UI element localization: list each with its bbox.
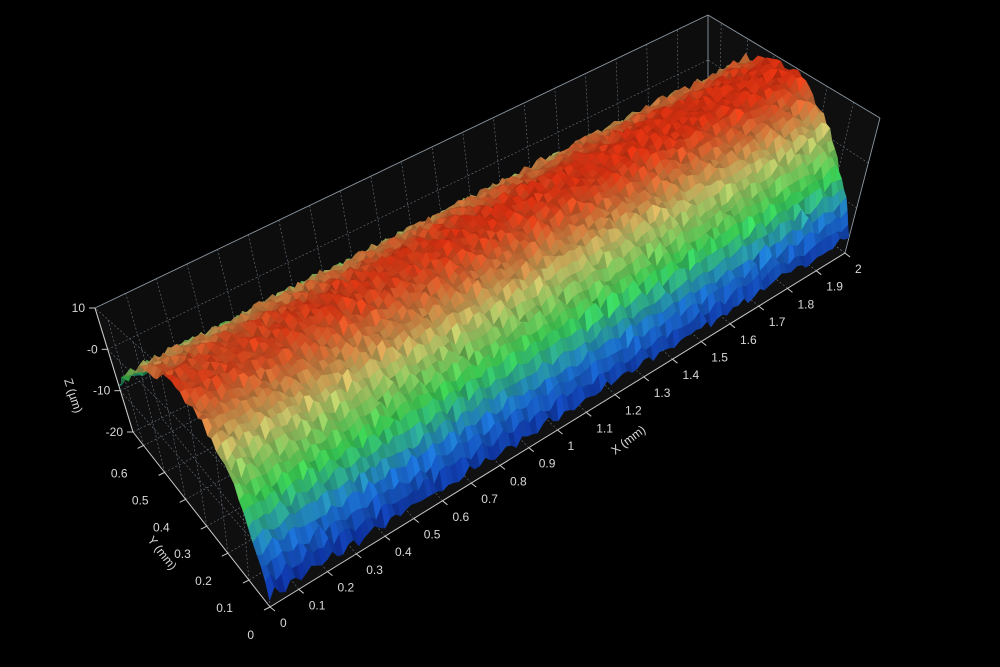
x-tick-mark xyxy=(298,588,305,594)
x-tick-mark xyxy=(758,305,765,311)
y-tick-label: 0.5 xyxy=(132,493,149,507)
x-tick-mark xyxy=(557,429,563,435)
x-tick-label: 1.3 xyxy=(654,386,671,400)
y-tick-mark xyxy=(200,525,207,530)
x-tick-mark xyxy=(672,358,678,364)
x-tick-label: 0.7 xyxy=(481,492,498,506)
x-tick-label: 1.8 xyxy=(798,297,815,311)
x-tick-label: 1.9 xyxy=(826,280,843,294)
x-tick-label: 0.9 xyxy=(539,457,556,471)
x-tick-label: 1.1 xyxy=(596,421,613,435)
x-tick-label: 0.6 xyxy=(453,510,470,524)
grid-line-y-right xyxy=(718,22,722,158)
z-axis-title: Z (µm) xyxy=(61,377,85,415)
z-tick-label: -20 xyxy=(106,425,124,439)
y-tick-mark xyxy=(221,552,229,557)
x-tick-mark xyxy=(384,535,391,541)
x-tick-mark xyxy=(729,323,736,329)
grid-line-y-left xyxy=(158,365,186,500)
z-tick-label: -10 xyxy=(93,384,111,398)
left-wall xyxy=(95,308,270,607)
x-tick-label: 0.2 xyxy=(338,581,355,595)
grid-line-x-back xyxy=(125,293,163,418)
x-tick-mark xyxy=(499,465,506,470)
x-tick-label: 0.8 xyxy=(510,474,527,488)
y-tick-label: 0.2 xyxy=(195,574,212,588)
x-tick-mark xyxy=(643,376,650,382)
x-tick-label: 1.6 xyxy=(740,333,757,347)
x-tick-mark xyxy=(470,482,477,488)
x-tick-label: 1.4 xyxy=(683,368,700,382)
surface-patch xyxy=(804,195,811,215)
x-tick-label: 1.7 xyxy=(769,315,786,329)
y-tick-mark xyxy=(158,471,165,476)
x-tick-label: 0.4 xyxy=(395,545,412,559)
x-tick-mark xyxy=(269,606,276,612)
x-tick-mark xyxy=(442,500,448,506)
grid-line-x-back xyxy=(677,29,680,165)
y-tick-mark xyxy=(179,498,186,503)
box-edge xyxy=(94,14,709,309)
x-tick-label: 2 xyxy=(855,262,862,276)
x-tick-mark xyxy=(787,288,793,293)
x-tick-mark xyxy=(700,341,707,346)
x-tick-mark xyxy=(844,252,851,258)
y-tick-mark xyxy=(263,606,271,611)
x-tick-label: 1.5 xyxy=(711,351,728,365)
y-tick-mark xyxy=(242,579,250,584)
x-tick-label: 1 xyxy=(568,439,575,453)
y-tick-label: 0.1 xyxy=(216,601,233,615)
x-tick-mark xyxy=(528,447,535,453)
z-tick-label: -0 xyxy=(87,342,98,356)
x-tick-mark xyxy=(327,571,333,576)
x-tick-label: 1.2 xyxy=(625,404,642,418)
x-tick-mark xyxy=(355,553,362,559)
x-tick-mark xyxy=(585,411,592,417)
grid-line-y-left xyxy=(107,319,144,446)
x-tick-mark xyxy=(815,270,822,276)
y-tick-mark xyxy=(137,445,144,449)
box-edge xyxy=(707,14,881,119)
x-axis-title: X (mm) xyxy=(608,423,648,458)
z-tick-label: 10 xyxy=(72,301,86,315)
box-edge xyxy=(844,117,881,254)
x-tick-label: 0.3 xyxy=(366,563,383,577)
y-tick-label: 0 xyxy=(247,628,254,642)
grid-line-z-back xyxy=(107,59,709,350)
grid-line-z-left xyxy=(120,390,268,558)
x-tick-label: 0.5 xyxy=(424,528,441,542)
x-tick-mark xyxy=(614,394,621,399)
x-tick-label: 0 xyxy=(280,616,287,630)
grid-line-y-left xyxy=(184,388,208,527)
x-tick-mark xyxy=(413,518,420,523)
x-tick-label: 0.1 xyxy=(309,598,326,612)
surface-mesh xyxy=(118,52,850,602)
y-tick-label: 0.6 xyxy=(111,466,128,480)
